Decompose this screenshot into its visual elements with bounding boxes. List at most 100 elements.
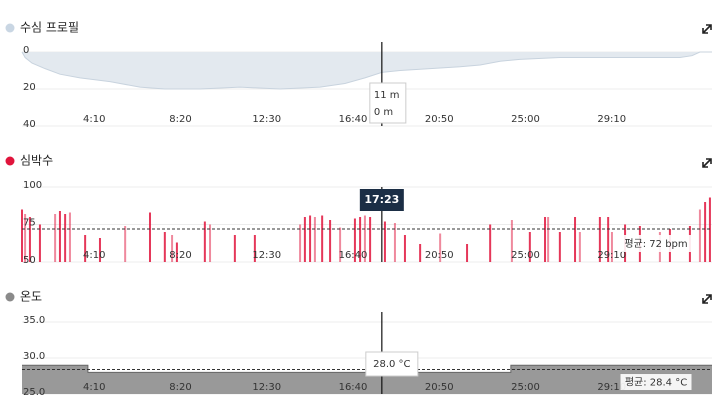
- panel-title: 심박수: [20, 154, 53, 168]
- y-tick-label: 75: [23, 218, 36, 229]
- x-tick-label: 20:50: [425, 382, 454, 393]
- x-tick-label: 29:10: [597, 382, 626, 393]
- average-label: 평균: 72 bpm: [624, 238, 687, 250]
- bar: [38, 224, 41, 262]
- x-tick-label: 4:10: [83, 114, 105, 125]
- x-tick-label: 20:50: [425, 250, 454, 261]
- area: [22, 52, 712, 89]
- y-tick-label: 30.0: [23, 351, 45, 362]
- bar: [163, 232, 166, 262]
- panel-title: 온도: [20, 290, 42, 304]
- x-tick-label: 16:40: [339, 382, 368, 393]
- bar: [313, 217, 316, 262]
- y-tick-label: 40: [23, 119, 36, 130]
- bar: [203, 221, 206, 262]
- x-tick-label: 16:40: [339, 250, 368, 261]
- bar: [544, 217, 547, 262]
- bar: [209, 224, 212, 262]
- bar: [547, 217, 550, 262]
- expand-icons: [702, 24, 712, 304]
- area-line: [21, 51, 712, 90]
- x-tick-label: 16:40: [339, 114, 368, 125]
- tooltip-box: [369, 82, 407, 124]
- bar: [309, 215, 312, 262]
- x-tick-label: 8:20: [169, 114, 191, 125]
- legend-dot: [5, 292, 15, 302]
- bar: [439, 233, 442, 262]
- bar: [64, 214, 67, 262]
- expand-icon[interactable]: [702, 24, 712, 34]
- bar: [419, 244, 422, 262]
- bar: [698, 209, 701, 262]
- bar: [124, 226, 127, 262]
- bar: [598, 217, 601, 262]
- bar: [98, 238, 101, 262]
- bar: [58, 211, 61, 262]
- x-tick-label: 4:10: [83, 250, 105, 261]
- y-tick-label: 20: [23, 82, 36, 93]
- bar: [171, 235, 174, 262]
- y-tick-label: 35.0: [23, 315, 45, 326]
- x-tick-label: 25:00: [511, 382, 540, 393]
- bar: [68, 212, 71, 262]
- x-tick-label: 12:30: [252, 382, 281, 393]
- bar: [329, 220, 332, 262]
- bar: [510, 220, 513, 262]
- bar: [253, 235, 256, 262]
- cursor-label-bg: [359, 189, 404, 211]
- bar: [339, 227, 342, 262]
- x-tick-label: 8:20: [169, 250, 191, 261]
- cursor-label: 17:23: [364, 193, 399, 206]
- expand-icon[interactable]: [702, 294, 712, 304]
- bar: [403, 235, 406, 262]
- bar: [574, 217, 577, 262]
- x-tick-label: 25:00: [511, 114, 540, 125]
- bar: [369, 217, 372, 262]
- average-label-bg: [619, 373, 693, 392]
- bar: [359, 217, 362, 262]
- bar: [175, 242, 178, 262]
- bar: [558, 232, 561, 262]
- x-tick-label: 29:10: [597, 250, 626, 261]
- panel-title: 수심 프로필: [20, 21, 79, 35]
- bar: [233, 235, 236, 262]
- bar: [321, 215, 324, 262]
- bar: [393, 223, 396, 262]
- legend-dot: [5, 156, 15, 166]
- y-tick-label: 50: [23, 255, 36, 266]
- bar: [148, 212, 151, 262]
- x-tick-label: 29:10: [597, 114, 626, 125]
- bar: [607, 217, 610, 262]
- bar: [528, 232, 531, 262]
- series: [22, 364, 712, 394]
- area-line: [22, 364, 712, 373]
- legend-dot: [5, 23, 15, 33]
- x-tick-label: 4:10: [83, 382, 105, 393]
- bar: [704, 202, 707, 262]
- tooltip-text: 11 m: [374, 90, 400, 101]
- tooltip-text: 0 m: [374, 107, 393, 118]
- bar: [54, 214, 57, 262]
- x-tick-label: 20:50: [425, 114, 454, 125]
- bar: [610, 232, 613, 262]
- x-tick-label: 12:30: [252, 250, 281, 261]
- bar: [383, 221, 386, 262]
- x-tick-label: 12:30: [252, 114, 281, 125]
- bar: [353, 218, 356, 262]
- bar: [489, 224, 492, 262]
- series: [21, 51, 712, 90]
- average-label-bg: [620, 235, 692, 252]
- y-tick-label: 25.0: [23, 387, 45, 398]
- bar: [466, 244, 469, 262]
- tooltip-box: [365, 351, 419, 377]
- bar: [363, 215, 366, 262]
- bar: [28, 217, 31, 262]
- bar: [303, 217, 306, 262]
- bar: [708, 197, 711, 262]
- average-label: 평균: 28.4 °C: [625, 377, 687, 389]
- expand-icon[interactable]: [702, 158, 712, 168]
- y-tick-label: 0: [23, 45, 29, 56]
- tooltip-text: 28.0 °C: [373, 359, 410, 370]
- bar: [24, 214, 27, 262]
